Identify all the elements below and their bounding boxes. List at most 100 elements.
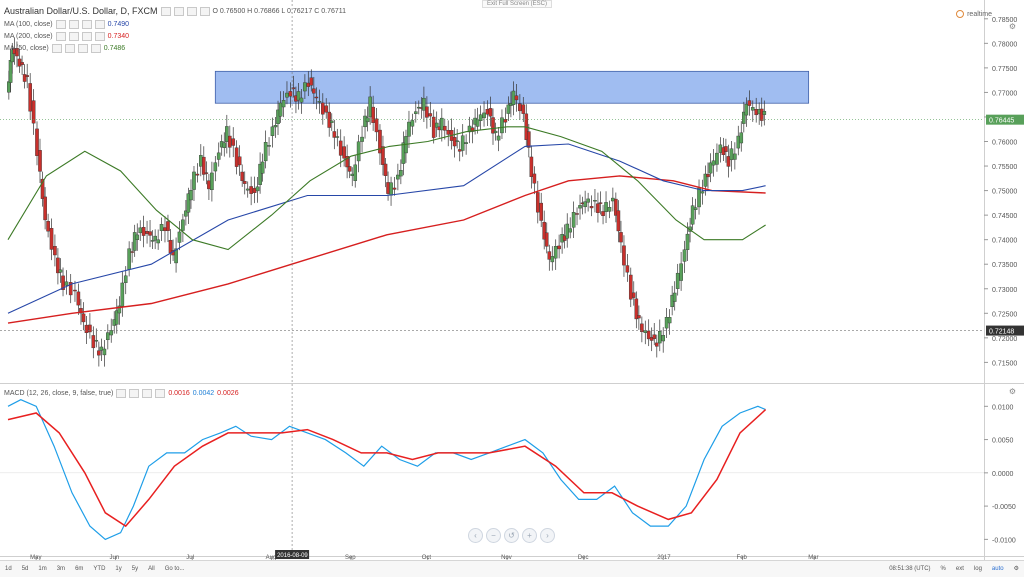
price-tick-label: 0.77000 bbox=[992, 90, 1017, 97]
chart-canvas[interactable]: 0.785000.780000.775000.770000.765000.760… bbox=[0, 0, 1024, 560]
scroll-left-button[interactable]: ‹ bbox=[468, 528, 483, 543]
ma200-legend[interactable]: MA (200, close) 0.7340 bbox=[4, 32, 129, 41]
candle-bull bbox=[213, 162, 218, 172]
candle-bull bbox=[762, 111, 767, 115]
ma50-eye-icon[interactable] bbox=[51, 44, 62, 53]
ma50-legend[interactable]: MA (50, close) 0.7486 bbox=[4, 44, 125, 53]
candle-bull bbox=[434, 122, 439, 128]
candle-bear bbox=[347, 166, 352, 172]
candle-bear bbox=[544, 232, 549, 247]
macd-settings-icon[interactable] bbox=[129, 389, 140, 398]
reset-button[interactable]: ↺ bbox=[504, 528, 519, 543]
timeframe-6m[interactable]: 6m bbox=[75, 566, 84, 572]
eye-icon[interactable] bbox=[160, 6, 171, 16]
time-tick-label: Feb bbox=[737, 555, 748, 560]
candle-bear bbox=[619, 232, 623, 243]
timeframe-5y[interactable]: 5y bbox=[131, 566, 139, 572]
zoom-out-button[interactable]: − bbox=[486, 528, 501, 543]
toolbar-right: 08:51:38 (UTC) % ext log auto ⚙ bbox=[884, 561, 1024, 577]
ma200-more-icon[interactable] bbox=[94, 32, 105, 41]
candle-bear bbox=[706, 174, 710, 178]
zoom-in-button[interactable]: + bbox=[522, 528, 537, 543]
candle-bull bbox=[565, 223, 570, 239]
candle-bear bbox=[634, 298, 639, 320]
close-icon[interactable] bbox=[186, 6, 197, 16]
ext-toggle[interactable]: ext bbox=[955, 566, 964, 572]
ma100-settings-icon[interactable] bbox=[68, 20, 79, 29]
realtime-logo: realtime bbox=[956, 10, 992, 18]
timeframe-3m[interactable]: 3m bbox=[56, 566, 66, 572]
candle-bull bbox=[586, 198, 590, 203]
auto-toggle[interactable]: auto bbox=[991, 566, 1004, 572]
price-tick-label: 0.74500 bbox=[992, 213, 1017, 220]
price-tick-label: 0.75500 bbox=[992, 164, 1017, 171]
ma50-close-icon[interactable] bbox=[77, 44, 88, 53]
scroll-right-button[interactable]: › bbox=[540, 528, 555, 543]
candle-bear bbox=[374, 118, 379, 133]
time-tick-label: Aug bbox=[266, 555, 277, 560]
macd-eye-icon[interactable] bbox=[116, 389, 127, 398]
candle-bear bbox=[49, 228, 54, 250]
ma100-legend[interactable]: MA (100, close) 0.7490 bbox=[4, 20, 129, 29]
candle-bear bbox=[324, 105, 329, 113]
timeframe-1y[interactable]: 1y bbox=[115, 566, 122, 572]
price-tick-label: 0.73500 bbox=[992, 262, 1017, 269]
percent-toggle[interactable]: % bbox=[940, 566, 946, 572]
time-tick-label: Oct bbox=[422, 555, 432, 560]
exit-fullscreen-tip[interactable]: Exit Full Screen (ESC) bbox=[482, 0, 553, 8]
more-icon[interactable] bbox=[199, 6, 210, 16]
candle-bull bbox=[410, 120, 415, 127]
ma100-more-icon[interactable] bbox=[94, 20, 105, 29]
macd-label: MACD (12, 26, close, 9, false, true) bbox=[4, 390, 114, 397]
ma100-close-icon[interactable] bbox=[81, 20, 92, 29]
ma200-settings-icon[interactable] bbox=[68, 32, 79, 41]
candle-bull bbox=[464, 142, 468, 144]
price-tick-label: 0.71500 bbox=[992, 360, 1017, 367]
candle-bear bbox=[84, 324, 89, 334]
candle-bull bbox=[299, 97, 304, 103]
ma200-eye-icon[interactable] bbox=[55, 32, 66, 41]
time-tick-label: Dec bbox=[578, 555, 589, 560]
ma100-line bbox=[7, 143, 766, 314]
candle-bull bbox=[389, 182, 393, 196]
settings-icon[interactable] bbox=[173, 6, 184, 16]
symbol-title[interactable]: Australian Dollar/U.S. Dollar, D, FXCM bbox=[4, 6, 158, 16]
timeframe-all[interactable]: All bbox=[148, 566, 155, 572]
timeframe-1m[interactable]: 1m bbox=[38, 566, 47, 572]
candle-bull bbox=[664, 317, 669, 329]
candle-bear bbox=[88, 324, 92, 333]
candle-bull bbox=[7, 81, 11, 93]
candle-bull bbox=[102, 348, 107, 356]
ma50-more-icon[interactable] bbox=[90, 44, 101, 53]
candle-bull bbox=[693, 207, 698, 210]
macd-legend[interactable]: MACD (12, 26, close, 9, false, true) 0.0… bbox=[4, 389, 239, 398]
timeframe-5d[interactable]: 5d bbox=[21, 566, 29, 572]
price-pane-gear-icon[interactable]: ⚙ bbox=[1008, 22, 1016, 31]
candle-bull bbox=[135, 234, 140, 240]
candle-bear bbox=[392, 187, 397, 190]
ma200-close-icon[interactable] bbox=[81, 32, 92, 41]
candle-bull bbox=[273, 125, 278, 128]
candle-bull bbox=[396, 174, 400, 180]
timeframe-1d[interactable]: 1d bbox=[5, 566, 12, 572]
time-tick-label: Nov bbox=[501, 555, 512, 560]
log-toggle[interactable]: log bbox=[973, 566, 982, 572]
candle-bull bbox=[106, 332, 110, 341]
candle-bear bbox=[306, 82, 311, 87]
goto-date-button[interactable]: Go to... bbox=[164, 566, 185, 572]
macd-close-icon[interactable] bbox=[142, 389, 153, 398]
ma50-settings-icon[interactable] bbox=[64, 44, 75, 53]
ma100-eye-icon[interactable] bbox=[55, 20, 66, 29]
candle-bear bbox=[25, 75, 29, 77]
candle-bull bbox=[482, 112, 486, 119]
candle-bear bbox=[628, 274, 633, 300]
candle-bull bbox=[353, 164, 358, 181]
macd-pane-gear-icon[interactable]: ⚙ bbox=[1008, 387, 1016, 396]
toolbar-gear-icon[interactable]: ⚙ bbox=[1013, 566, 1019, 572]
clock-readout[interactable]: 08:51:38 (UTC) bbox=[889, 566, 931, 572]
timeframe-ytd[interactable]: YTD bbox=[93, 566, 106, 572]
candle-bull bbox=[711, 160, 716, 166]
candle-bull bbox=[399, 170, 403, 177]
time-tick-label: 2017 bbox=[657, 555, 671, 560]
macd-more-icon[interactable] bbox=[155, 389, 166, 398]
